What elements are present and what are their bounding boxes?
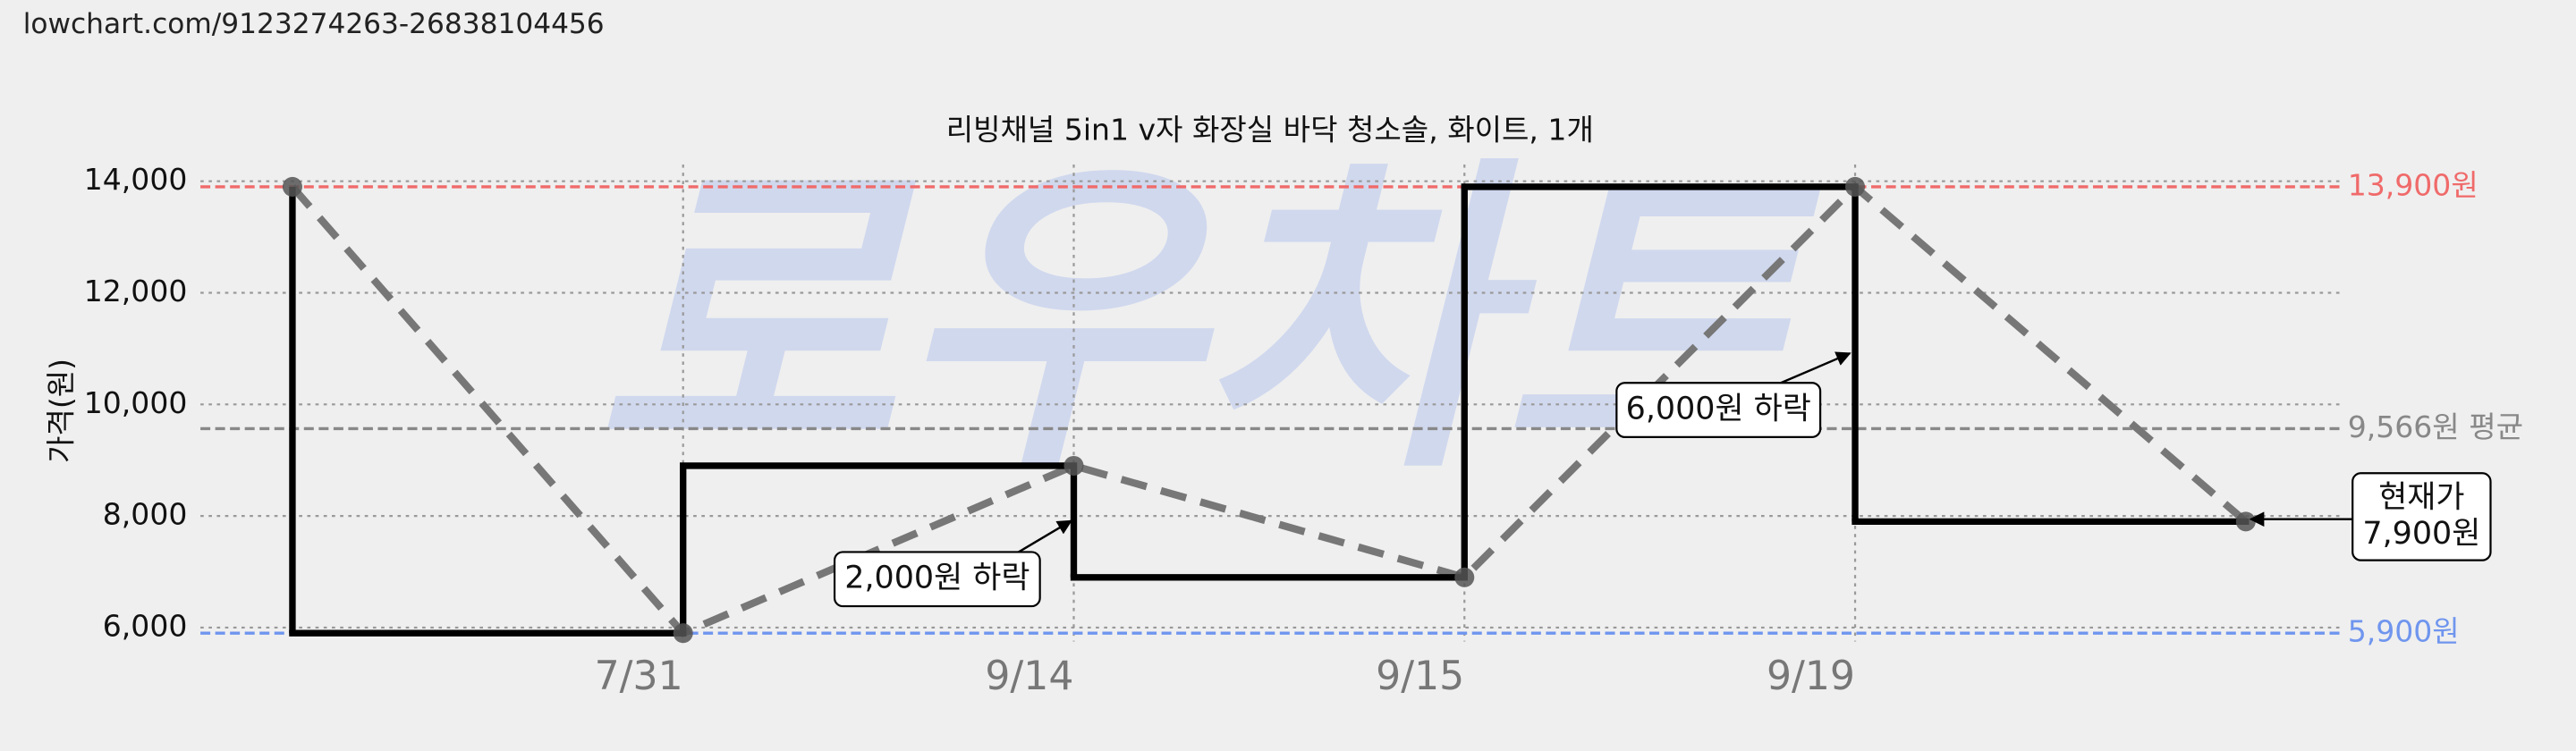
y-tick-label: 14,000 (84, 162, 188, 197)
y-tick-label: 12,000 (84, 274, 188, 308)
trend-line (289, 181, 2249, 638)
point (2235, 511, 2256, 532)
annotation-box (1615, 382, 1822, 438)
watermark: 로우차트 (595, 130, 1825, 512)
point (282, 176, 302, 197)
annotation-box (2351, 472, 2492, 561)
annotation-box (833, 551, 1041, 608)
y-tick-label: 6,000 (103, 608, 188, 643)
x-tick-label: 9/14 (985, 654, 1073, 699)
x-tick-label: 7/31 (595, 654, 683, 699)
annotation-text: 2,000원 하락 (844, 561, 1030, 596)
annotation-text: 7,900원 (2362, 516, 2480, 552)
annotation-text: 6,000원 하락 (1626, 392, 1811, 427)
point (1063, 455, 1084, 476)
url: lowchart.com/9123274263-26838104456 (23, 8, 605, 40)
reference-label: 9,566원 평균 (2348, 409, 2523, 444)
y-tick-label: 8,000 (103, 497, 188, 532)
chart-title: 리빙채널 5in1 v자 화장실 바닥 청소솔, 화이트, 1개 (946, 113, 1594, 148)
reference-label: 5,900원 (2348, 614, 2460, 649)
annotation-text: 현재가 (2378, 480, 2464, 516)
point (1845, 176, 1866, 197)
point (673, 623, 693, 644)
annotation-arrow (1018, 519, 1072, 553)
y-axis-label: 가격(원) (43, 359, 78, 463)
x-tick-label: 9/19 (1767, 654, 1855, 699)
y-tick-label: 10,000 (84, 385, 188, 420)
x-tick-label: 9/15 (1376, 654, 1464, 699)
annotation-arrow (1780, 351, 1852, 384)
reference-label: 13,900원 (2348, 167, 2479, 202)
point (1454, 567, 1475, 587)
